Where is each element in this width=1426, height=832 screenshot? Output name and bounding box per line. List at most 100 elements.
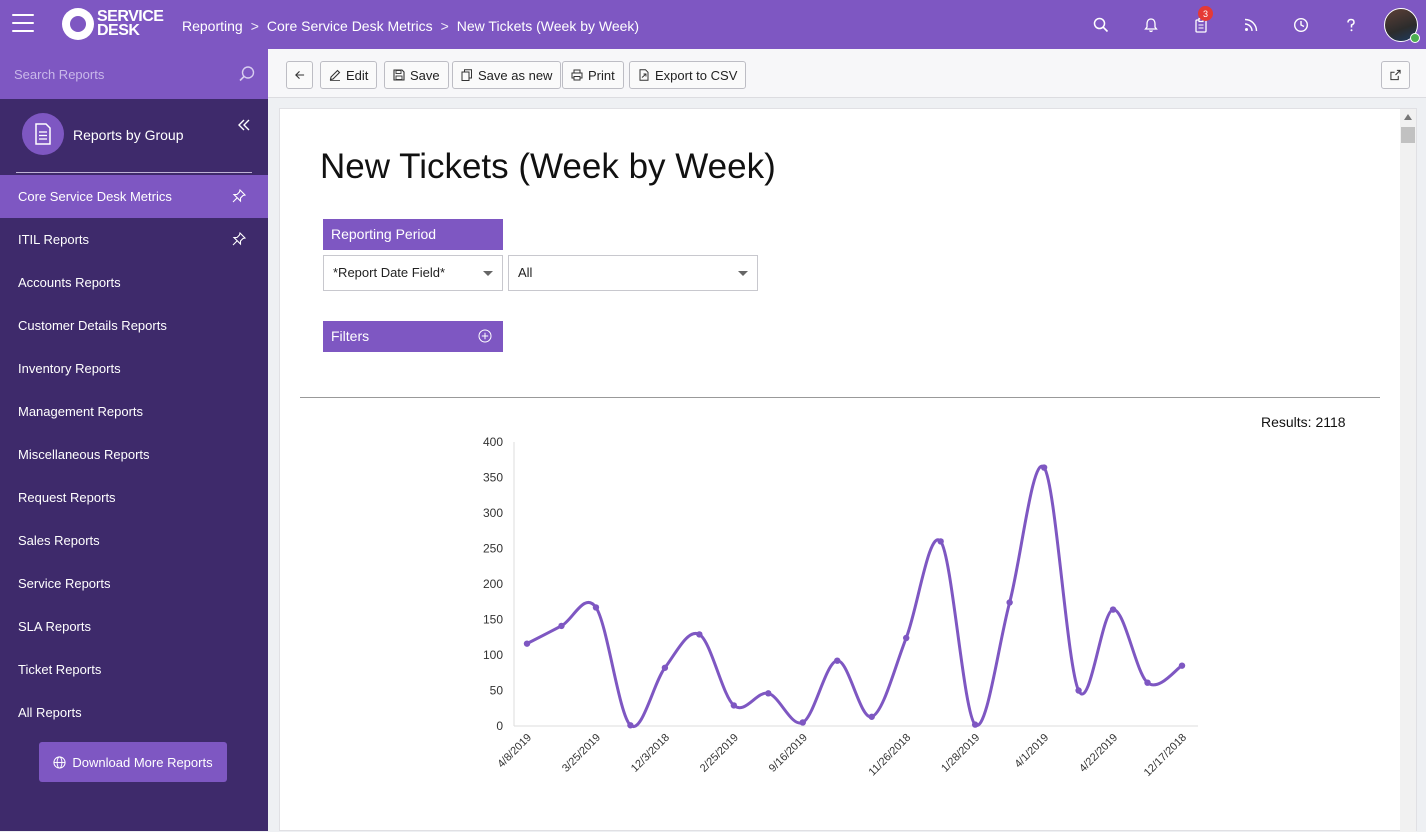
x-tick-label: 9/16/2019 [767,732,810,775]
bell-icon[interactable] [1126,0,1176,49]
report-panel: New Tickets (Week by Week) Reporting Per… [279,108,1417,832]
breadcrumb-core-metrics[interactable]: Core Service Desk Metrics [266,18,433,34]
open-external-button[interactable] [1381,61,1410,89]
data-point [523,640,531,647]
x-tick-label: 1/28/2019 [939,732,982,775]
data-point [903,634,910,642]
collapse-icon[interactable] [236,117,252,133]
data-point [661,664,669,671]
print-button[interactable]: Print [562,61,624,89]
data-point [1075,687,1082,694]
logo-line1: SERVICE [97,8,164,25]
search-icon[interactable] [238,65,256,83]
sidebar-item-label: Inventory Reports [18,361,121,376]
y-tick-label: 300 [483,506,503,520]
data-point [696,631,703,638]
clipboard-icon[interactable]: 3 [1176,0,1226,49]
sidebar-item-label: Core Service Desk Metrics [18,189,172,204]
y-tick-label: 50 [490,684,504,698]
floppy-icon [393,69,405,81]
search-icon[interactable] [1076,0,1126,49]
sidebar-item-inventory-reports[interactable]: Inventory Reports [0,347,268,390]
logo-line2: DESK [97,22,140,39]
group-title: Reports by Group [73,127,184,143]
data-point [834,657,841,664]
filters-button[interactable]: Filters [323,321,503,352]
search-reports-input[interactable] [0,49,230,99]
sidebar-item-label: ITIL Reports [18,232,90,247]
logo[interactable]: SERVICE DESK [62,8,164,40]
y-tick-label: 150 [483,613,503,627]
x-tick-label: 2/25/2019 [698,732,741,775]
sidebar-item-label: SLA Reports [18,619,91,634]
save-as-new-button[interactable]: Save as new [452,61,562,89]
sidebar-item-miscellaneous-reports[interactable]: Miscellaneous Reports [0,433,268,476]
series-line [526,464,1183,729]
logo-mark [62,8,94,40]
x-tick-label: 4/22/2019 [1077,732,1120,775]
report-date-field-value: *Report Date Field* [333,265,445,280]
header-icons: 3 [1076,0,1426,49]
sidebar-item-all-reports[interactable]: All Reports [0,691,268,734]
x-tick-label: 12/17/2018 [1142,732,1189,779]
sidebar-item-accounts-reports[interactable]: Accounts Reports [0,261,268,304]
chevron-down-icon [738,271,748,276]
data-point [937,538,944,545]
data-point [1040,464,1048,471]
breadcrumb-current: New Tickets (Week by Week) [456,18,640,34]
sidebar-item-label: Request Reports [18,490,116,505]
globe-icon [53,755,66,769]
clock-icon[interactable] [1276,0,1326,49]
breadcrumb-reporting[interactable]: Reporting [182,18,243,34]
scroll-up-icon[interactable] [1404,114,1412,120]
export-csv-button[interactable]: Export to CSV [629,61,747,89]
help-icon[interactable] [1326,0,1376,49]
printer-icon [571,69,583,81]
edit-button[interactable]: Edit [320,61,378,89]
rss-icon[interactable] [1226,0,1276,49]
toolbar: Edit Save Save as new Print Export to CS… [268,49,1426,98]
sidebar-item-management-reports[interactable]: Management Reports [0,390,268,433]
sidebar-item-sla-reports[interactable]: SLA Reports [0,605,268,648]
arrow-left-icon [295,70,305,80]
sidebar-item-request-reports[interactable]: Request Reports [0,476,268,519]
report-date-field-select[interactable]: *Report Date Field* [323,255,503,291]
page-title: New Tickets (Week by Week) [320,147,776,186]
sidebar-item-customer-details-reports[interactable]: Customer Details Reports [0,304,268,347]
x-tick-label: 4/1/2019 [1012,732,1051,771]
menu-icon[interactable] [12,14,34,34]
sidebar-item-label: Accounts Reports [18,275,121,290]
sidebar-item-label: Ticket Reports [18,662,102,677]
sidebar-item-sales-reports[interactable]: Sales Reports [0,519,268,562]
y-tick-label: 250 [483,542,503,556]
pin-icon[interactable] [232,232,246,246]
scrollbar[interactable] [1400,109,1416,832]
save-button[interactable]: Save [384,61,449,89]
online-status-icon [1410,32,1420,43]
x-tick-label: 4/8/2019 [495,732,534,771]
y-tick-label: 100 [483,648,503,662]
sidebar-item-ticket-reports[interactable]: Ticket Reports [0,648,268,691]
y-tick-label: 200 [483,577,503,591]
back-button[interactable] [286,61,313,89]
sidebar-item-itil-reports[interactable]: ITIL Reports [0,218,268,261]
scroll-thumb[interactable] [1401,127,1415,143]
data-point [868,713,875,720]
download-more-reports-button[interactable]: Download More Reports [39,742,227,782]
save-label: Save [410,67,440,83]
date-range-value: All [518,265,533,280]
top-bar: SERVICE DESK Reporting > Core Service De… [0,0,1426,49]
y-tick-label: 0 [496,719,503,733]
date-range-select[interactable]: All [508,255,758,291]
data-point [592,604,600,611]
user-avatar[interactable] [1384,7,1420,43]
data-point [558,622,565,630]
x-tick-label: 12/3/2018 [629,732,672,775]
divider [300,397,1380,398]
sidebar-item-label: Customer Details Reports [18,318,167,333]
sidebar-item-core-service-desk-metrics[interactable]: Core Service Desk Metrics [0,175,268,218]
breadcrumb: Reporting > Core Service Desk Metrics > … [182,18,639,34]
pin-icon[interactable] [232,189,246,203]
sidebar-item-service-reports[interactable]: Service Reports [0,562,268,605]
print-label: Print [588,67,615,83]
